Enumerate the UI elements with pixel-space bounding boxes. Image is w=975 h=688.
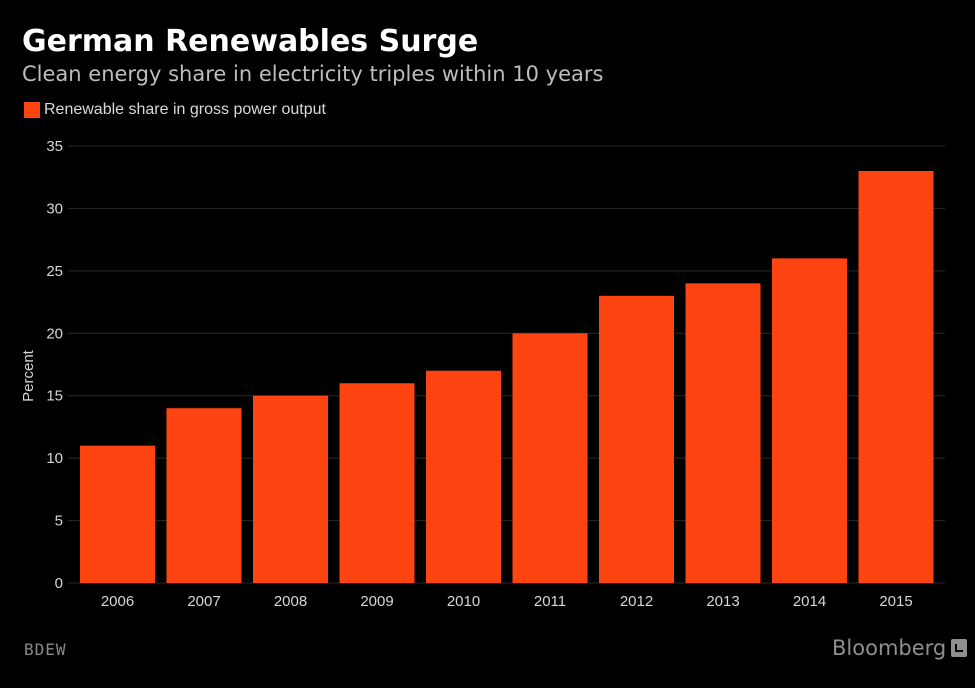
chart-subtitle: Clean energy share in electricity triple… [22,62,604,86]
brand: Bloomberg [832,636,968,660]
y-tick-label: 15 [46,388,63,405]
y-tick-label: 25 [46,263,63,280]
legend: Renewable share in gross power output [24,101,326,119]
brand-name: Bloomberg [832,636,947,660]
x-tick-label: 2014 [793,593,826,610]
x-tick-label: 2013 [706,593,739,610]
bar-2015 [858,170,934,583]
legend-swatch [24,102,40,118]
bar-2009 [339,383,415,583]
bar-2012 [599,295,674,583]
bars [80,170,934,583]
x-tick-label: 2007 [187,593,220,610]
x-tick-label: 2015 [879,593,912,610]
y-tick-label: 0 [55,575,63,592]
x-tick-label: 2011 [534,593,566,610]
y-axis-label: Percent [20,349,37,402]
chart-title: German Renewables Surge [22,24,479,59]
bar-2006 [80,445,155,583]
y-tick-label: 30 [46,200,63,217]
legend-label: Renewable share in gross power output [44,101,326,118]
x-tick-label: 2012 [620,593,653,610]
y-tick-label: 10 [46,450,63,467]
y-tick-label: 20 [46,325,63,342]
bar-2011 [512,333,588,583]
y-axis-ticks: 0 5 10 15 20 25 30 35 [46,138,63,592]
bar-2007 [166,408,242,583]
bar-2010 [426,370,501,583]
y-tick-label: 5 [55,513,63,530]
x-tick-label: 2010 [447,593,480,610]
bar-2014 [772,258,847,583]
bloomberg-logo-icon [951,639,968,657]
source-label: BDEW [24,640,67,659]
y-tick-label: 35 [46,138,63,155]
x-tick-label: 2006 [101,593,134,610]
x-tick-label: 2008 [274,593,307,610]
bar-2008 [253,395,328,583]
bar-2013 [685,283,761,583]
x-axis-ticks: 2006 2007 2008 2009 2010 2011 2012 2013 2014 2015 [101,593,913,610]
x-tick-label: 2009 [360,593,393,610]
